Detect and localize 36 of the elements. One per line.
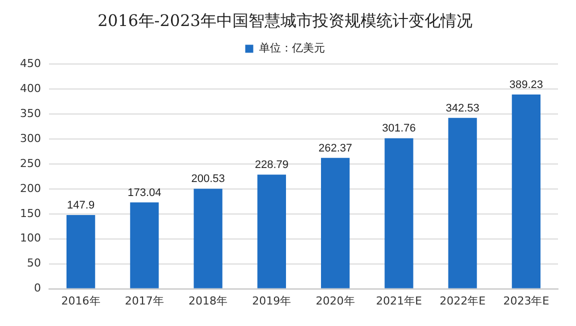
y-tick-label: 450 <box>20 57 41 70</box>
bar <box>257 174 286 288</box>
legend-label: 单位：亿美元 <box>258 42 325 55</box>
x-tick-label: 2018年 <box>188 294 228 308</box>
x-tick-label: 2021年E <box>376 294 422 308</box>
bar <box>512 94 541 288</box>
y-tick-label: 300 <box>20 132 41 145</box>
y-tick-label: 350 <box>20 106 41 120</box>
bar <box>320 158 350 288</box>
bar <box>384 138 414 288</box>
y-tick-label: 250 <box>20 156 41 170</box>
data-label: 228.79 <box>254 159 289 172</box>
bar <box>66 214 96 288</box>
y-tick-label: 100 <box>20 232 41 245</box>
bar <box>448 118 477 288</box>
data-label: 200.53 <box>191 173 225 186</box>
x-tick-label: 2023年E <box>503 294 550 308</box>
y-tick-label: 0 <box>34 282 41 295</box>
data-label: 147.9 <box>67 200 95 212</box>
x-tick-label: 2019年 <box>252 294 292 308</box>
data-label: 173.04 <box>128 186 162 199</box>
y-tick-label: 400 <box>20 82 41 96</box>
x-tick-label: 2017年 <box>124 294 164 308</box>
data-label: 389.23 <box>509 79 544 92</box>
bar <box>130 202 159 288</box>
y-tick-label: 50 <box>26 256 41 270</box>
x-tick-label: 2016年 <box>61 294 100 308</box>
x-tick-label: 2022年E <box>440 294 486 308</box>
data-label: 262.37 <box>318 142 352 154</box>
x-tick-label: 2020年 <box>316 294 355 308</box>
data-label: 301.76 <box>382 122 416 135</box>
chart-title: 2016年-2023年中国智慧城市投资规模统计变化情况 <box>98 10 472 30</box>
y-tick-label: 200 <box>20 182 41 195</box>
y-tick-label: 150 <box>20 206 41 220</box>
data-label: 342.53 <box>446 102 480 114</box>
bar <box>194 188 222 288</box>
